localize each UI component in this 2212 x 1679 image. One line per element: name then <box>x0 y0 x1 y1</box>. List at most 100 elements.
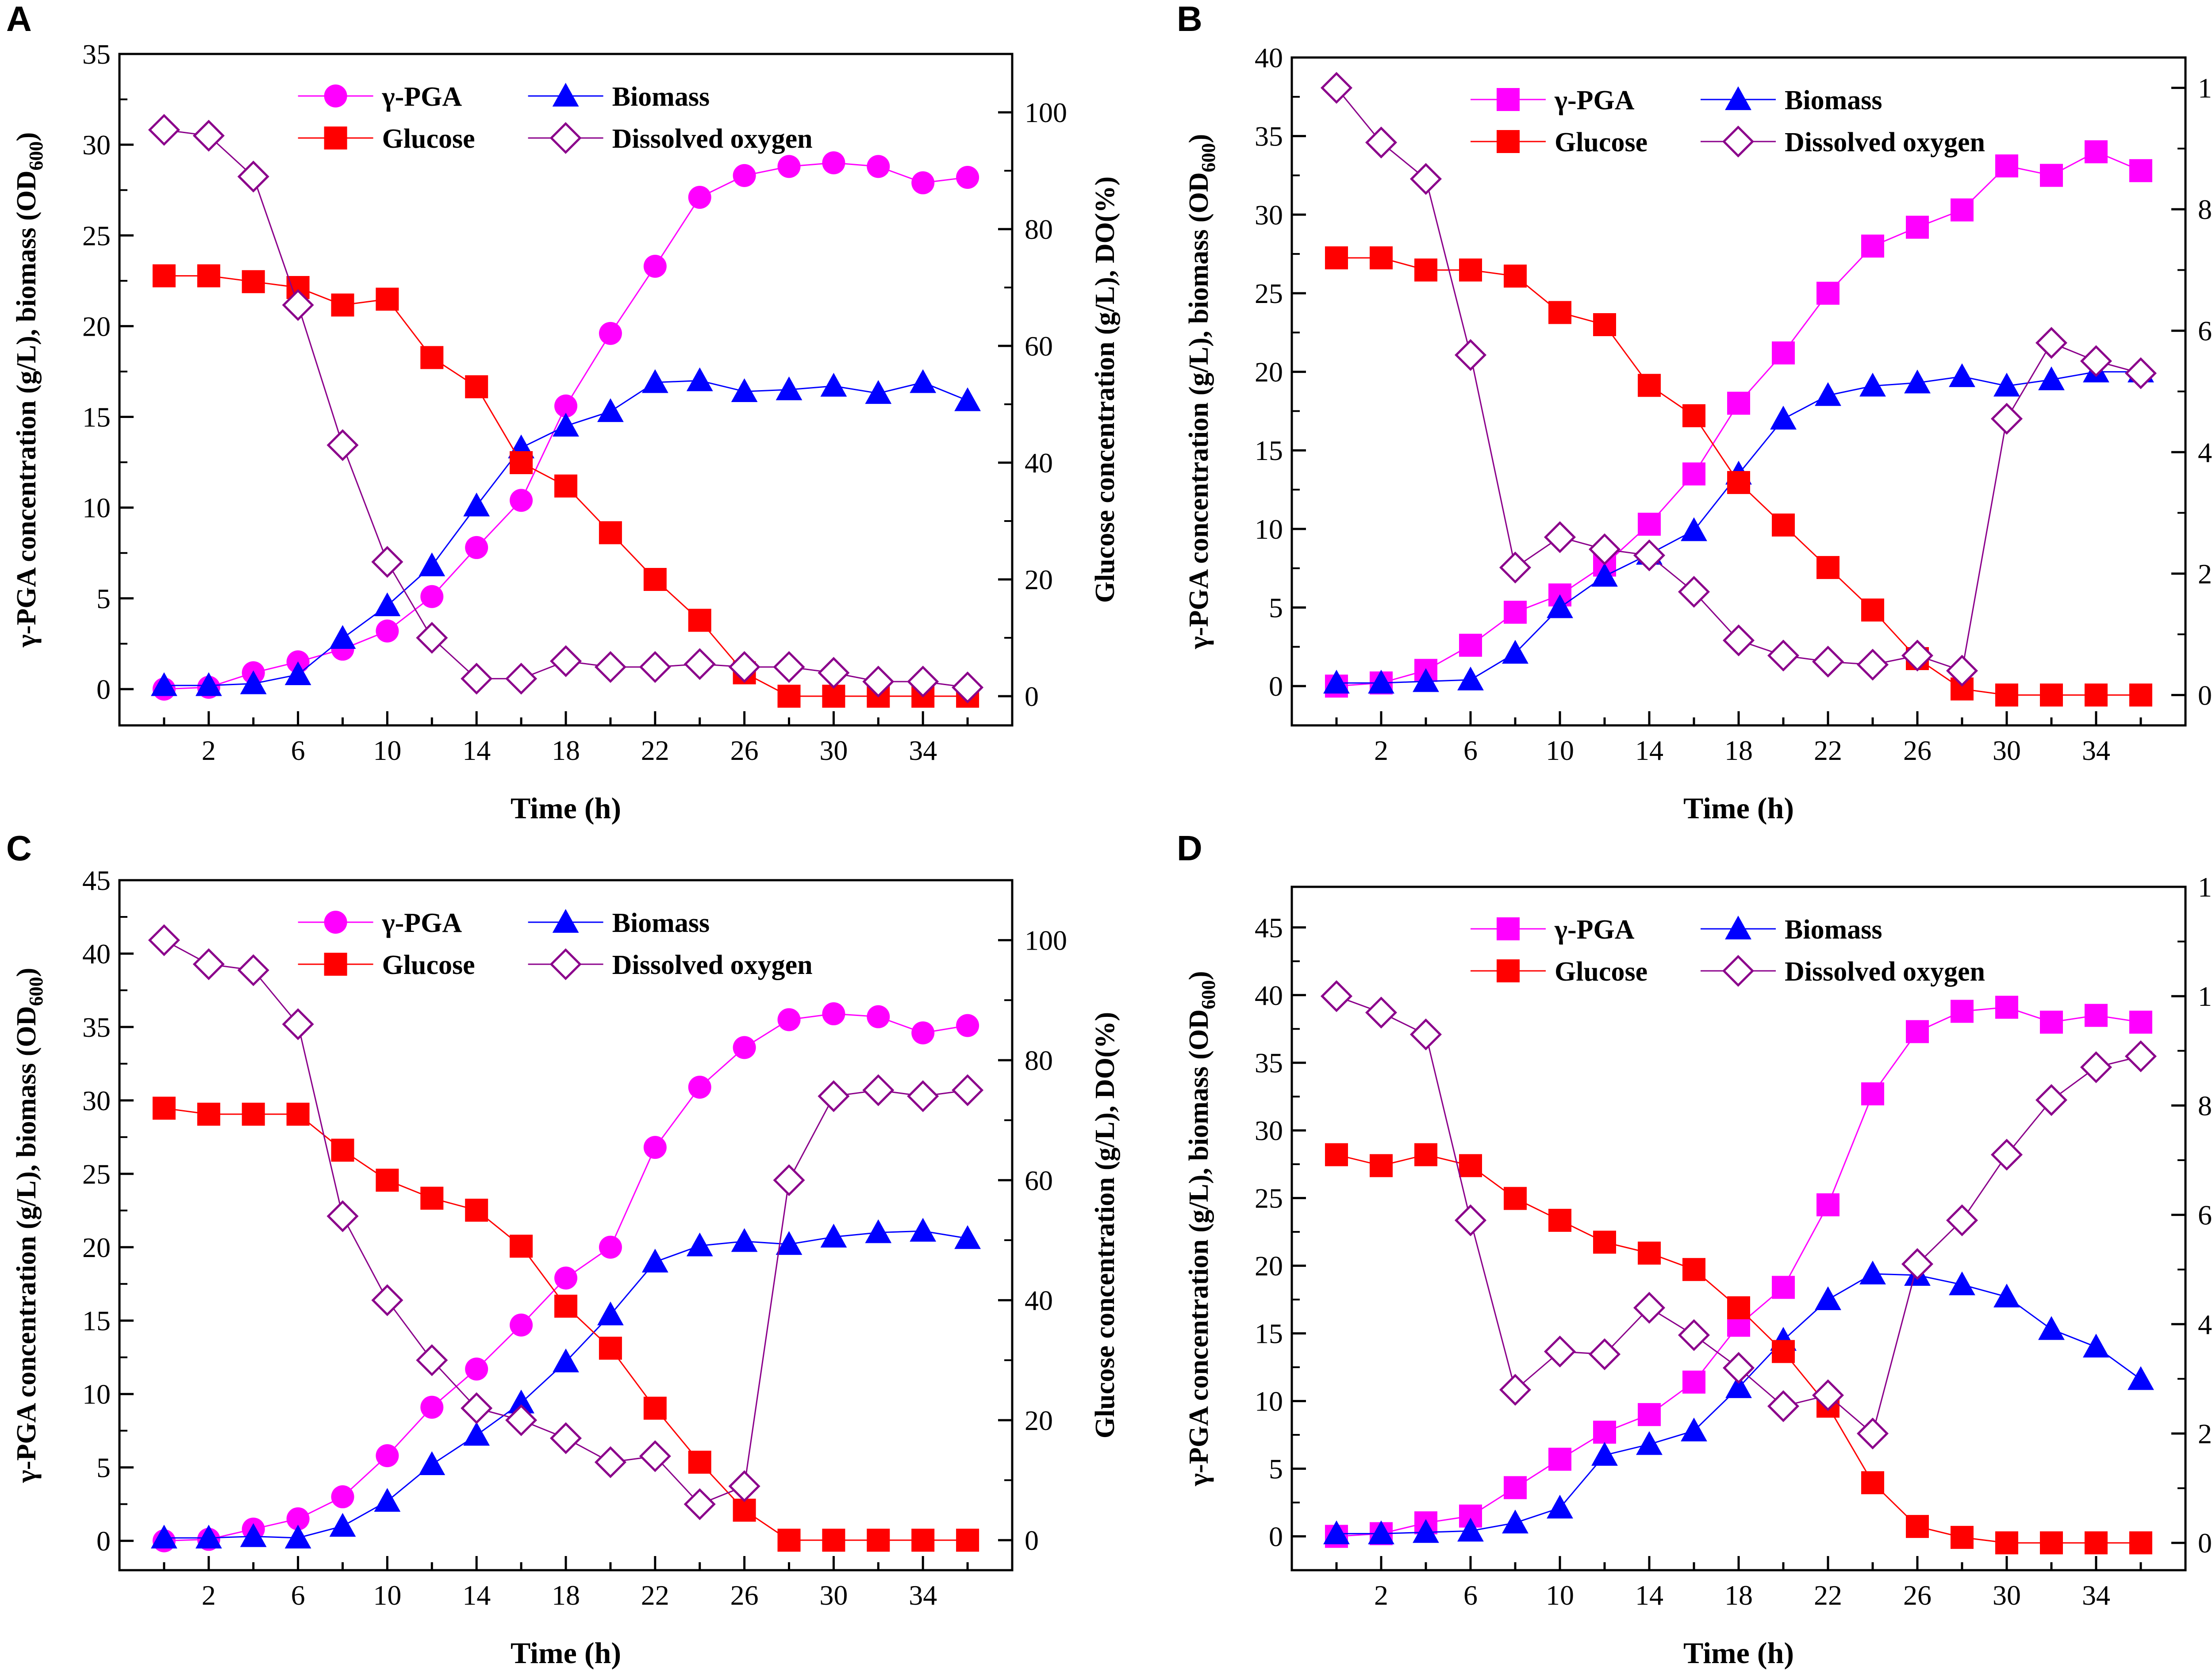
data-point-biomass <box>1725 1374 1752 1398</box>
data-point-dissolved-oxygen <box>818 657 850 689</box>
x-tick-label: 10 <box>373 1579 401 1611</box>
data-point-biomass <box>1591 1442 1618 1466</box>
y-tick-label: 25 <box>82 1158 111 1190</box>
data-point-biomass <box>597 1301 624 1326</box>
data-point-glucose <box>510 1234 533 1258</box>
data-point-biomass <box>240 670 267 694</box>
data-point-biomass <box>1413 668 1439 692</box>
y2-tick-label: 100 <box>1025 925 1067 956</box>
data-point-dissolved-oxygen <box>371 546 403 578</box>
data-point-pga <box>286 1507 310 1530</box>
data-point-biomass <box>1413 1519 1439 1543</box>
legend-marker-pga <box>324 84 347 107</box>
data-point-glucose <box>1861 1471 1884 1495</box>
series-line-glucose <box>164 1107 968 1541</box>
data-point-biomass <box>374 1488 401 1512</box>
legend-label-dissolved-oxygen: Dissolved oxygen <box>1785 127 1985 157</box>
data-point-glucose <box>465 1199 488 1222</box>
data-point-dissolved-oxygen <box>594 651 626 683</box>
data-point-biomass <box>463 1422 490 1446</box>
data-point-glucose <box>1325 1143 1348 1166</box>
data-point-dissolved-oxygen <box>1588 1338 1621 1370</box>
x-tick-label: 30 <box>819 735 848 766</box>
data-point-pga <box>956 1014 979 1037</box>
y-tick-label: 10 <box>1255 1386 1283 1417</box>
data-point-biomass <box>195 672 222 696</box>
x-axis-title: Time (h) <box>511 791 621 825</box>
data-point-biomass <box>374 592 401 617</box>
data-point-glucose <box>152 1096 176 1120</box>
data-point-pga <box>1861 1082 1884 1106</box>
data-point-pga <box>643 255 667 278</box>
data-point-glucose <box>1459 1154 1482 1177</box>
data-point-pga <box>867 1005 890 1028</box>
y2-tick-label: 20 <box>1025 564 1053 595</box>
data-point-pga <box>331 1485 354 1509</box>
x-tick-label: 22 <box>1814 735 1842 766</box>
panel-letter: D <box>1177 828 1202 868</box>
data-point-dissolved-oxygen <box>1767 640 1800 672</box>
data-point-biomass <box>910 369 937 393</box>
chart-panel-c: C2 6 10 14 18 22 26 30 3405101520253035404502040… <box>6 828 1120 1670</box>
panel-letter: C <box>6 828 32 868</box>
x-tick-label: 34 <box>909 735 937 766</box>
x-axis-title: Time (h) <box>1683 1636 1794 1670</box>
data-point-pga <box>2040 164 2063 187</box>
y-tick-label: 30 <box>82 129 111 161</box>
data-point-glucose <box>1638 1242 1661 1265</box>
data-point-biomass <box>1993 1284 2020 1307</box>
y2-tick-label: 80 <box>1025 214 1053 245</box>
legend-marker-pga <box>1497 917 1520 940</box>
y-tick-label: 10 <box>1255 514 1283 545</box>
data-point-pga <box>1861 234 1884 258</box>
data-point-biomass <box>1636 1431 1663 1455</box>
data-point-glucose <box>1370 1154 1393 1177</box>
data-point-dissolved-oxygen <box>192 119 225 152</box>
data-point-glucose <box>286 1103 310 1126</box>
data-point-pga <box>420 585 444 608</box>
y-tick-label: 40 <box>1255 980 1283 1011</box>
data-point-glucose <box>911 1529 935 1552</box>
data-point-biomass <box>284 1525 311 1549</box>
data-point-dissolved-oxygen <box>1633 539 1666 571</box>
data-point-pga <box>465 536 488 559</box>
data-point-dissolved-oxygen <box>818 1080 850 1112</box>
data-point-biomass <box>1457 667 1484 690</box>
legend-marker-pga <box>1497 88 1520 111</box>
x-tick-label: 34 <box>2082 735 2110 766</box>
y-tick-label: 10 <box>82 492 111 524</box>
x-tick-label: 2 <box>1374 735 1388 766</box>
y-tick-label: 30 <box>1255 199 1283 230</box>
data-point-glucose <box>599 1337 622 1360</box>
x-tick-label: 34 <box>909 1579 937 1611</box>
data-point-glucose <box>643 568 667 591</box>
data-point-biomass <box>329 1513 356 1537</box>
x-tick-label: 30 <box>819 1579 848 1611</box>
data-point-pga <box>777 155 801 178</box>
legend-label-dissolved-oxygen: Dissolved oxygen <box>612 950 813 980</box>
y-tick-label: 35 <box>82 38 111 70</box>
data-point-glucose <box>733 1499 756 1522</box>
data-point-pga <box>688 1076 711 1099</box>
data-point-pga <box>554 1266 577 1290</box>
data-point-dissolved-oxygen <box>728 651 760 683</box>
y2-tick-label: 120 <box>2198 871 2212 903</box>
data-point-pga <box>1504 601 1527 624</box>
data-point-biomass <box>776 1231 803 1255</box>
y-tick-label: 5 <box>96 1452 111 1484</box>
data-point-dissolved-oxygen <box>416 1344 448 1376</box>
data-point-dissolved-oxygen <box>1678 1319 1710 1351</box>
data-point-biomass <box>329 625 356 649</box>
data-point-glucose <box>510 451 533 474</box>
data-point-dissolved-oxygen <box>1990 402 2023 435</box>
legend-label-pga: γ-PGA <box>382 908 462 938</box>
legend-marker-glucose <box>324 953 347 976</box>
data-point-dissolved-oxygen <box>639 1440 671 1472</box>
data-point-glucose <box>1727 1296 1750 1319</box>
data-point-biomass <box>419 1451 445 1475</box>
y-tick-label: 45 <box>1255 912 1283 943</box>
data-point-dissolved-oxygen <box>773 1164 805 1196</box>
x-tick-label: 26 <box>730 735 759 766</box>
data-point-dissolved-oxygen <box>2080 1051 2112 1083</box>
data-point-dissolved-oxygen <box>1633 1292 1666 1324</box>
